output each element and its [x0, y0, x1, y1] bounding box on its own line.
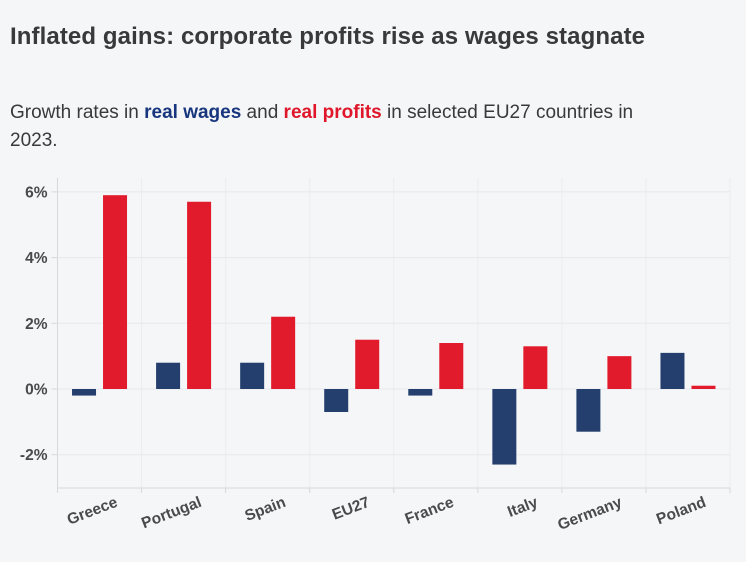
bar-germany-real-wages: [576, 389, 601, 432]
bar-poland-real-profits: [691, 385, 716, 389]
bar-italy-real-wages: [492, 389, 517, 465]
bar-spain-real-profits: [271, 316, 296, 389]
bar-spain-real-wages: [240, 362, 265, 389]
y-tick-label: 0%: [25, 382, 48, 399]
subtitle-suffix: in selected EU27 countries in 2023.: [10, 102, 634, 151]
chart-title: Inflated gains: corporate profits rise a…: [10, 23, 646, 50]
grouped-bar-chart: 6% 4% 2% 0% -2% Greece Portugal Spain EU27 France…: [0, 170, 746, 562]
bar-portugal-real-wages: [156, 362, 181, 389]
bar-portugal-real-profits: [187, 201, 212, 389]
y-tick-label: 4%: [25, 250, 48, 267]
bar-france-real-wages: [408, 389, 433, 396]
y-tick-label: -2%: [20, 447, 48, 464]
x-category-label: Spain: [243, 494, 288, 525]
x-category-label: Poland: [654, 494, 708, 528]
x-category-label: Germany: [556, 494, 625, 534]
bar-italy-real-profits: [523, 346, 548, 389]
y-tick-label: 2%: [25, 316, 48, 333]
chart-subtitle: Growth rates in real wages and real prof…: [10, 99, 666, 155]
subtitle-prefix: Growth rates in: [10, 102, 145, 123]
bar-france-real-profits: [439, 343, 464, 389]
y-tick-label: 6%: [25, 184, 48, 201]
bar-greece-real-profits: [103, 195, 128, 389]
chart-svg: 6% 4% 2% 0% -2% Greece Portugal Spain EU27 France…: [20, 178, 731, 534]
x-category-label: EU27: [330, 494, 372, 524]
legend-real-profits: real profits: [283, 102, 382, 123]
x-category-label: Greece: [65, 494, 121, 529]
bar-poland-real-wages: [660, 352, 685, 389]
x-category-label: Portugal: [139, 494, 204, 532]
x-category-label: France: [403, 494, 457, 528]
bar-germany-real-profits: [607, 356, 632, 389]
bar-eu27-real-profits: [355, 339, 380, 389]
x-category-label: Italy: [505, 494, 540, 521]
subtitle-middle: and: [241, 102, 284, 123]
bar-greece-real-wages: [72, 389, 97, 396]
bar-eu27-real-wages: [324, 389, 349, 412]
legend-real-wages: real wages: [144, 102, 242, 123]
